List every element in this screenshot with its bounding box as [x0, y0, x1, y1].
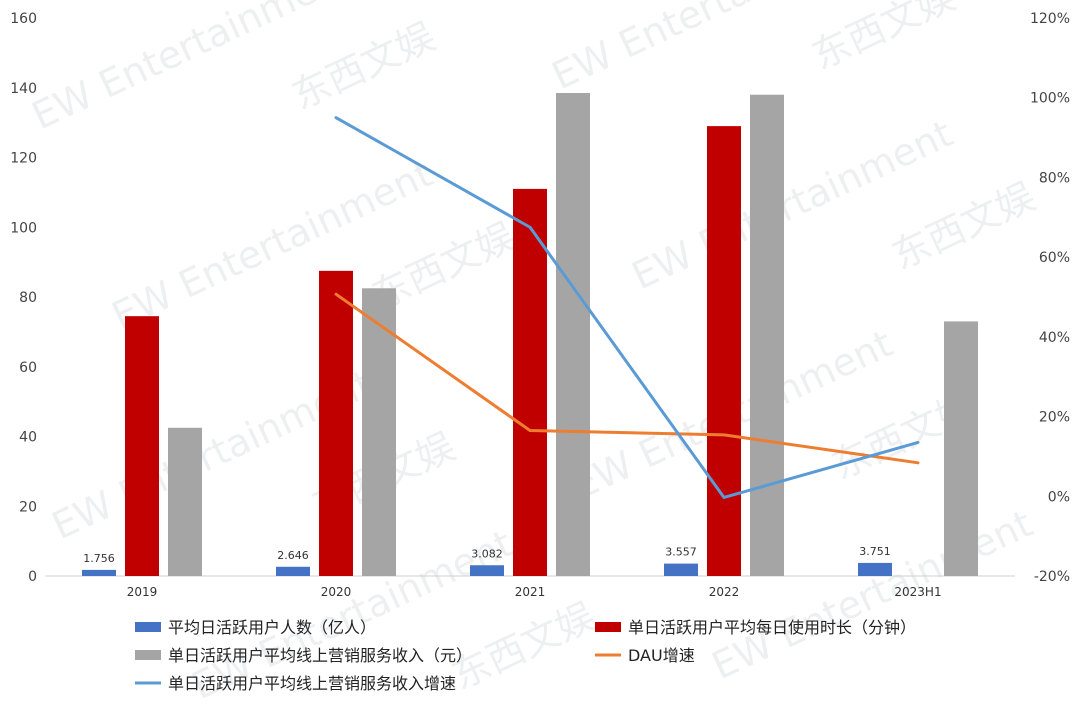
bar	[513, 188, 547, 576]
bar-data-label: 1.756	[83, 552, 115, 565]
left-tick-label: 100	[10, 220, 37, 236]
bar-data-label: 3.082	[471, 547, 503, 560]
legend-swatch	[135, 622, 161, 632]
bar	[319, 270, 353, 576]
bar	[858, 562, 892, 576]
left-y-axis: 0 20 40 60 80 100 120 140 160	[10, 11, 37, 585]
bar-marks: 1.756 2.646 3.082 3.557 3.751	[82, 92, 978, 577]
watermark-text: 东西文娱	[805, 0, 961, 78]
bar-data-label: 3.751	[859, 545, 891, 558]
bar-data-label: 3.557	[665, 546, 697, 559]
left-tick-label: 20	[19, 499, 37, 515]
category-label: 2022	[709, 585, 740, 599]
bar	[82, 569, 116, 576]
bar	[276, 566, 310, 576]
bar	[556, 92, 590, 576]
right-tick-label: -20%	[1034, 569, 1070, 585]
right-tick-label: 60%	[1039, 250, 1070, 266]
left-tick-label: 120	[10, 151, 37, 167]
category-labels: 2019 2020 2021 2022 2023H1	[127, 585, 942, 599]
left-tick-label: 160	[10, 11, 37, 27]
series-line	[334, 116, 920, 499]
left-tick-label: 0	[28, 569, 37, 585]
left-tick-label: 60	[19, 360, 37, 376]
left-tick-label: 140	[10, 81, 37, 97]
left-tick-label: 40	[19, 430, 37, 446]
bar	[664, 563, 698, 576]
watermark-text: 东西文娱	[285, 14, 441, 118]
bar	[125, 316, 159, 576]
line-marks	[334, 116, 920, 499]
right-tick-label: 120%	[1030, 11, 1070, 27]
category-label: 2020	[321, 585, 352, 599]
bar	[168, 427, 202, 576]
legend-swatch	[595, 622, 621, 632]
legend-swatch	[135, 650, 161, 660]
category-label: 2019	[127, 585, 158, 599]
left-tick-label: 80	[19, 290, 37, 306]
series-line	[334, 292, 920, 465]
bar	[944, 321, 978, 576]
right-tick-label: 0%	[1048, 489, 1070, 505]
bar	[707, 126, 741, 577]
right-tick-label: 100%	[1030, 91, 1070, 107]
category-label: 2021	[515, 585, 546, 599]
watermark-text: 东西文娱	[885, 174, 1041, 278]
legend-label: 单日活跃用户平均线上营销服务收入增速	[168, 674, 456, 693]
legend-label: 单日活跃用户平均每日使用时长（分钟）	[628, 618, 916, 637]
right-tick-label: 80%	[1039, 170, 1070, 186]
right-tick-label: 20%	[1039, 410, 1070, 426]
right-tick-label: 40%	[1039, 330, 1070, 346]
legend-label: 单日活跃用户平均线上营销服务收入（元）	[168, 646, 472, 665]
bar	[470, 565, 504, 576]
bar	[750, 94, 784, 576]
right-y-axis: -20% 0% 20% 40% 60% 80% 100% 120%	[1030, 11, 1070, 585]
category-label: 2023H1	[894, 585, 941, 599]
bar	[362, 288, 396, 576]
bar-data-label: 2.646	[277, 549, 309, 562]
legend-label: 平均日活跃用户人数（亿人）	[168, 618, 376, 637]
legend-label: DAU增速	[628, 646, 695, 665]
legend: 平均日活跃用户人数（亿人） 单日活跃用户平均每日使用时长（分钟） 单日活跃用户平均线…	[135, 618, 916, 693]
